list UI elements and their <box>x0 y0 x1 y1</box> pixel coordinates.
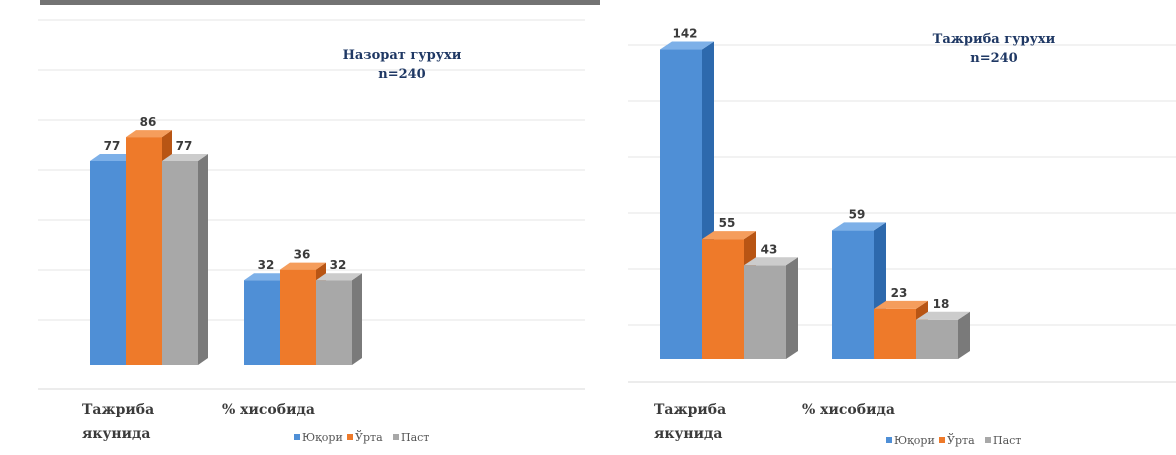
bar <box>744 257 798 359</box>
bar <box>916 311 970 359</box>
legend-swatch <box>294 434 300 440</box>
legend-swatch <box>393 434 399 440</box>
bar-side <box>352 273 362 365</box>
bar-top <box>744 257 798 266</box>
data-label: 18 <box>933 297 950 311</box>
bars <box>90 130 362 365</box>
legend-label: Ўрта <box>355 430 383 444</box>
cropped-caption-strip <box>40 0 600 5</box>
legend: Юқори Ўрта Паст <box>886 433 1021 447</box>
legend-label: Юқори <box>302 431 343 444</box>
bar-top <box>316 273 362 281</box>
data-labels: 142 55 43 59 23 18 <box>672 27 949 311</box>
data-label: 32 <box>330 258 347 272</box>
legend-swatch <box>347 434 353 440</box>
bar-side <box>786 257 798 359</box>
chart-control-group: Назорат гурухи n=240 77 86 77 32 36 32 Тажриб… <box>38 19 585 444</box>
bar-front <box>916 319 958 359</box>
bar-front <box>316 280 352 365</box>
chart-subtitle: n=240 <box>378 67 425 82</box>
data-label: 142 <box>672 27 697 41</box>
bar-top <box>162 153 208 161</box>
bar-top <box>90 153 136 161</box>
bar <box>162 153 208 365</box>
legend-label: Паст <box>993 434 1021 447</box>
chart-title: Назорат гурухи <box>343 48 462 63</box>
data-label: 36 <box>294 248 311 262</box>
bar-front <box>702 239 744 359</box>
legend-label: Паст <box>401 431 429 444</box>
bar-top <box>280 262 326 270</box>
data-label: 77 <box>176 139 193 153</box>
chart-subtitle: n=240 <box>970 51 1017 66</box>
legend-swatch <box>939 437 945 443</box>
legend-item: Ўрта <box>347 430 383 444</box>
data-label: 59 <box>849 207 866 221</box>
bar-front <box>660 49 702 359</box>
legend-item: Ўрта <box>939 433 975 447</box>
category-label-0: Тажриба якунида <box>654 402 731 442</box>
bar-side <box>958 311 970 359</box>
bar-top <box>244 273 290 281</box>
bar-top <box>660 41 714 50</box>
data-label: 43 <box>761 242 778 256</box>
legend-label: Ўрта <box>947 433 975 447</box>
bar-front <box>244 280 280 365</box>
bar-top <box>126 130 172 138</box>
legend-swatch <box>985 437 991 443</box>
data-label: 55 <box>719 216 736 230</box>
bar-top <box>874 300 928 309</box>
bar-side <box>198 153 208 365</box>
legend-swatch <box>886 437 892 443</box>
bar <box>874 300 928 359</box>
data-label: 86 <box>140 115 157 129</box>
bar-front <box>90 160 126 365</box>
legend: Юқори Ўрта Паст <box>294 430 429 444</box>
bar <box>316 273 362 365</box>
bar-front <box>744 265 786 359</box>
data-labels: 77 86 77 32 36 32 <box>104 115 347 272</box>
legend-label: Юқори <box>894 434 935 447</box>
bar-top <box>702 231 756 240</box>
bar-front <box>280 269 316 365</box>
data-label: 32 <box>258 258 275 272</box>
category-label-1: % хисобида <box>222 402 315 418</box>
chart-panel-experiment-group: Тажриба гурухи n=240 142 55 43 59 23 18 Тажри… <box>588 0 1176 455</box>
data-label: 23 <box>891 286 908 300</box>
chart-experiment-group: Тажриба гурухи n=240 142 55 43 59 23 18 Тажри… <box>628 27 1176 447</box>
chart-panel-control-group: Назорат гурухи n=240 77 86 77 32 36 32 Тажриб… <box>0 0 585 455</box>
legend-item: Юқори <box>886 434 935 447</box>
legend-item: Паст <box>393 431 429 444</box>
bar-top <box>832 222 886 231</box>
data-label: 77 <box>104 139 121 153</box>
legend-item: Паст <box>985 434 1021 447</box>
legend-item: Юқори <box>294 431 343 444</box>
bar-front <box>162 160 198 365</box>
category-label-0: Тажриба якунида <box>82 402 159 442</box>
bar-front <box>832 230 874 359</box>
chart-title: Тажриба гурухи <box>933 32 1056 47</box>
bar-front <box>874 308 916 359</box>
bars <box>660 41 970 359</box>
bar <box>832 222 886 359</box>
category-label-1: % хисобида <box>802 402 895 418</box>
bar-front <box>126 137 162 365</box>
bar-top <box>916 311 970 320</box>
